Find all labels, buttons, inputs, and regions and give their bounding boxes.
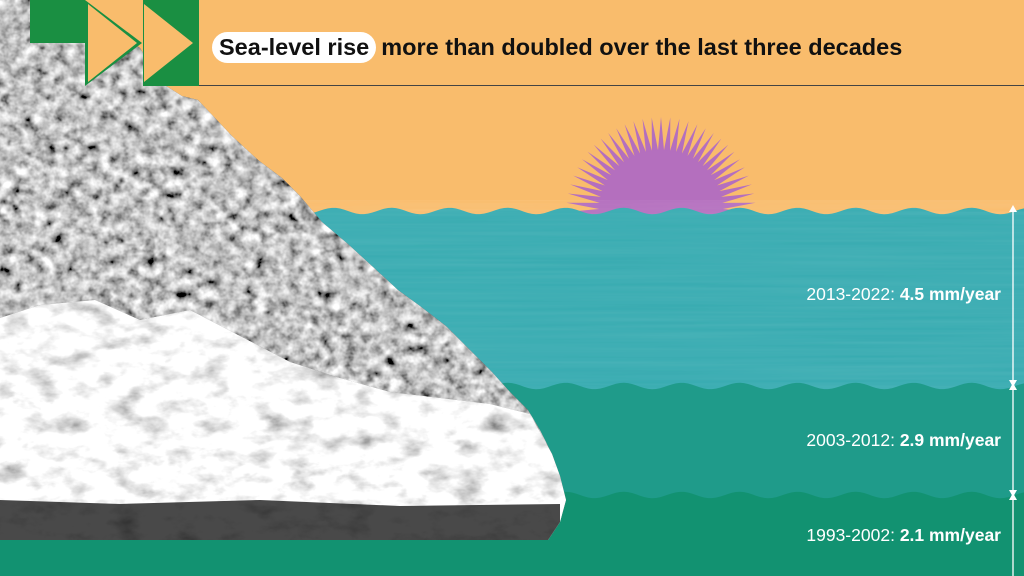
title-highlight: Sea-level rise — [212, 31, 377, 63]
period-range: 2003-2012: — [806, 430, 895, 450]
period-range: 1993-2002: — [806, 525, 895, 545]
period-range: 2013-2022: — [806, 284, 895, 304]
chevron-right-icon — [88, 4, 137, 82]
double-arrow-icon — [1009, 493, 1017, 576]
period-rate: 2.1 mm/year — [899, 525, 1001, 545]
period-label-2013-2022: 2013-2022: 4.5 mm/year — [806, 284, 1001, 305]
chevron-logo — [30, 0, 199, 86]
period-label-1993-2002: 1993-2002: 2.1 mm/year — [806, 525, 1001, 546]
period-rate: 4.5 mm/year — [899, 284, 1001, 304]
page-title: Sea-level rise more than doubled over the… — [212, 28, 902, 66]
island-rock — [0, 0, 566, 540]
period-rate: 2.9 mm/year — [899, 430, 1001, 450]
period-label-2003-2012: 2003-2012: 2.9 mm/year — [806, 430, 1001, 451]
chevron-right-icon — [144, 4, 193, 82]
title-rest: more than doubled over the last three de… — [381, 33, 903, 60]
